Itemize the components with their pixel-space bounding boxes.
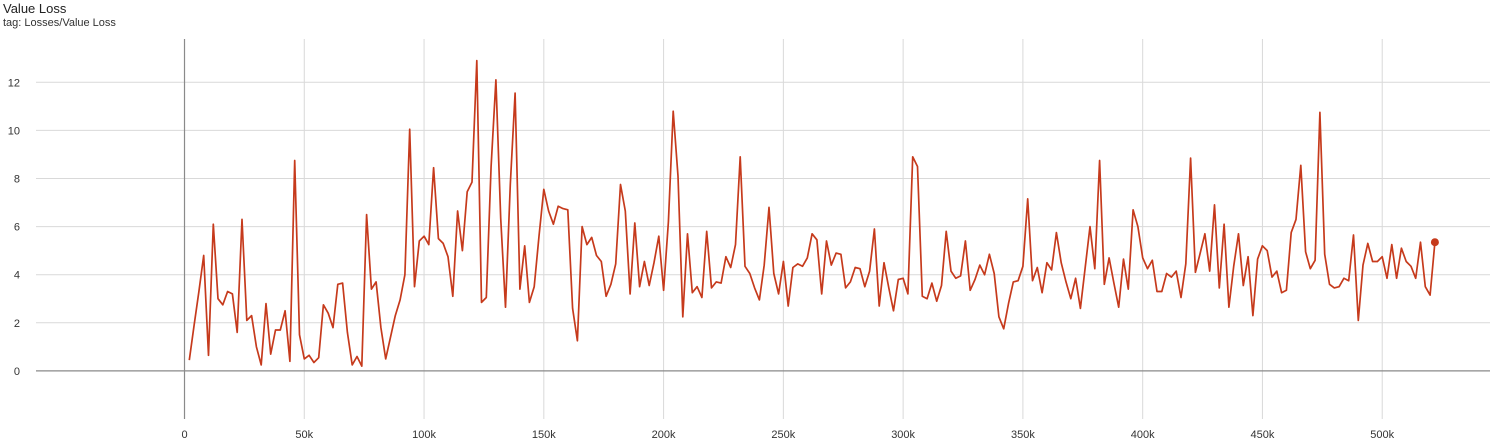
x-tick-label: 350k [1011,429,1035,441]
x-tick-labels: 0 50k 100k 150k 200k 250k 300k 350k 400k 450k 500k [181,429,1394,441]
x-tick-label: 250k [771,429,795,441]
y-tick-label: 4 [14,270,20,282]
y-tick-labels: 0 2 4 6 8 10 12 [8,77,20,378]
x-tick-label: 300k [891,429,915,441]
y-tick-label: 6 [14,222,20,234]
chart-title: Value Loss [3,1,67,16]
axes [36,39,1490,419]
x-tick-label: 200k [652,429,676,441]
x-gridlines [303,39,1383,419]
chart-tag: tag: Losses/Value Loss [3,17,116,29]
last-point-marker [1430,238,1439,247]
x-tick-label: 0 [181,429,187,441]
x-tick-label: 450k [1251,429,1275,441]
series-line [188,59,1436,367]
y-tick-label: 2 [14,318,20,330]
y-gridlines [36,81,1490,324]
y-tick-label: 10 [8,125,20,137]
series-layer [188,59,1439,367]
x-tick-label: 50k [295,429,313,441]
x-tick-label: 400k [1131,429,1155,441]
x-tick-label: 100k [412,429,436,441]
x-tick-label: 500k [1370,429,1394,441]
y-tick-label: 0 [14,366,20,378]
y-tick-label: 12 [8,77,20,89]
x-tick-label: 150k [532,429,556,441]
chart-header: Value Loss tag: Losses/Value Loss [3,1,116,30]
y-tick-label: 8 [14,173,20,185]
